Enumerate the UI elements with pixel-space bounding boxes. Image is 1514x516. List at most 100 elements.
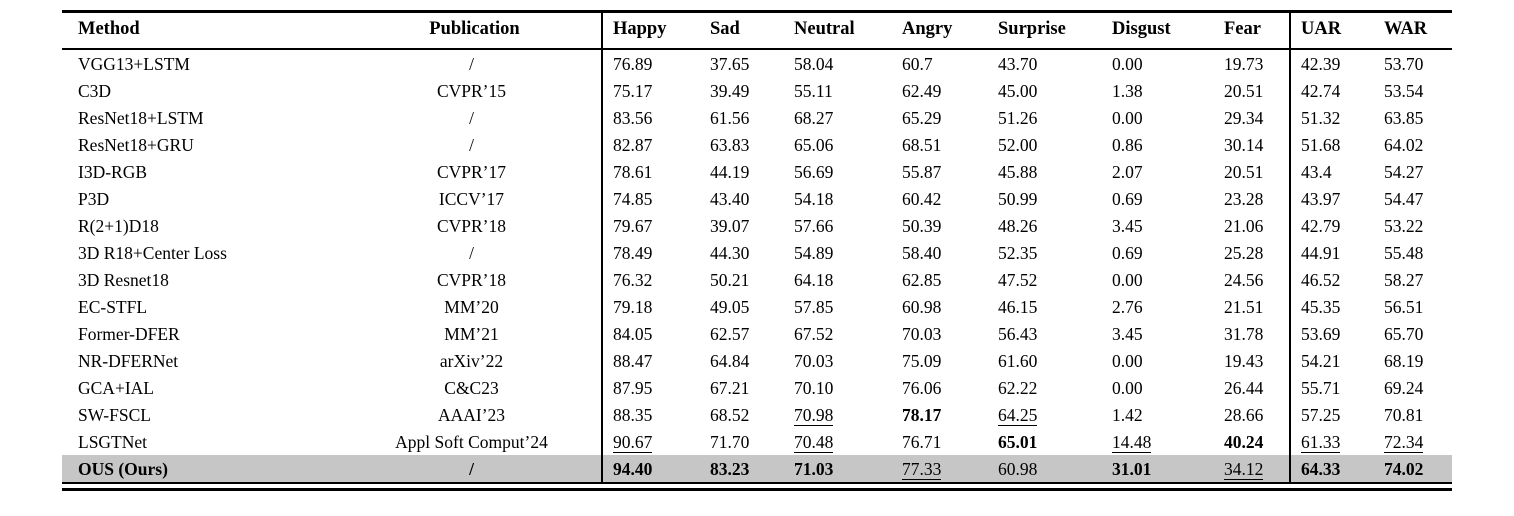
value-text: 19.43 bbox=[1224, 350, 1264, 371]
value-cell-disgust: 2.76 bbox=[1102, 293, 1214, 320]
publication-cell: CVPR’18 bbox=[436, 269, 507, 290]
value-text: 0.69 bbox=[1112, 242, 1143, 263]
method-cell: VGG13+LSTM bbox=[78, 53, 190, 74]
value-text: 45.88 bbox=[998, 161, 1038, 182]
value-cell-fear: 29.34 bbox=[1214, 104, 1290, 131]
method-cell: GCA+IAL bbox=[78, 377, 154, 398]
value-text: 67.52 bbox=[794, 323, 834, 344]
table-top-rule bbox=[62, 10, 1452, 13]
value-cell-war: 72.34 bbox=[1374, 428, 1452, 455]
table-row: VGG13+LSTM / 76.89 37.65 58.04 60.7 43.70 0.00 1… bbox=[62, 49, 1452, 77]
table-row: GCA+IAL C&C23 87.95 67.21 70.10 76.06 62.22 0.0… bbox=[62, 374, 1452, 401]
value-text: 42.39 bbox=[1301, 53, 1341, 74]
value-text: 75.17 bbox=[613, 80, 653, 101]
value-text: 21.06 bbox=[1224, 215, 1264, 236]
value-cell-sad: 63.83 bbox=[700, 131, 784, 158]
value-text: 79.67 bbox=[613, 215, 653, 236]
value-cell-angry: 77.33 bbox=[892, 455, 988, 484]
value-cell-uar: 42.79 bbox=[1289, 212, 1374, 239]
column-header-uar: UAR bbox=[1289, 13, 1374, 50]
value-text: 75.09 bbox=[902, 350, 942, 371]
value-cell-angry: 62.85 bbox=[892, 266, 988, 293]
value-text: 57.85 bbox=[794, 296, 834, 317]
value-text: 70.03 bbox=[902, 323, 942, 344]
value-cell-happy: 74.85 bbox=[601, 185, 700, 212]
value-text: 56.43 bbox=[998, 323, 1038, 344]
value-cell-war: 56.51 bbox=[1374, 293, 1452, 320]
value-cell-neutral: 70.48 bbox=[784, 428, 892, 455]
value-text: 78.61 bbox=[613, 161, 653, 182]
column-header-angry: Angry bbox=[892, 13, 988, 50]
value-cell-happy: 82.87 bbox=[601, 131, 700, 158]
value-text: 88.47 bbox=[613, 350, 653, 371]
publication-cell: MM’20 bbox=[444, 296, 499, 317]
value-text: 82.87 bbox=[613, 134, 653, 155]
value-text: 0.00 bbox=[1112, 107, 1143, 128]
method-cell: SW-FSCL bbox=[78, 404, 151, 425]
value-text: 0.00 bbox=[1112, 377, 1143, 398]
value-text: 0.00 bbox=[1112, 53, 1143, 74]
value-text: 0.00 bbox=[1112, 350, 1143, 371]
table-row: NR-DFERNet arXiv’22 88.47 64.84 70.03 75.09 61… bbox=[62, 347, 1452, 374]
value-cell-happy: 79.67 bbox=[601, 212, 700, 239]
method-cell: OUS (Ours) bbox=[62, 455, 342, 484]
value-cell-surprise: 60.98 bbox=[988, 455, 1102, 484]
method-cell: I3D-RGB bbox=[78, 161, 148, 182]
value-text: 94.40 bbox=[613, 458, 653, 479]
value-text: 63.83 bbox=[710, 134, 750, 155]
value-cell-neutral: 58.04 bbox=[784, 49, 892, 77]
value-cell-war: 53.22 bbox=[1374, 212, 1452, 239]
method-cell: ResNet18+LSTM bbox=[78, 107, 204, 128]
value-cell-neutral: 57.66 bbox=[784, 212, 892, 239]
value-cell-war: 63.85 bbox=[1374, 104, 1452, 131]
value-cell-happy: 83.56 bbox=[601, 104, 700, 131]
value-text: 48.26 bbox=[998, 215, 1038, 236]
table-row: P3D ICCV’17 74.85 43.40 54.18 60.42 50.99 0.69 2… bbox=[62, 185, 1452, 212]
value-cell-surprise: 51.26 bbox=[988, 104, 1102, 131]
column-header-sad: Sad bbox=[700, 13, 784, 50]
value-cell-happy: 78.49 bbox=[601, 239, 700, 266]
value-cell-disgust: 0.00 bbox=[1102, 104, 1214, 131]
value-text: 29.34 bbox=[1224, 107, 1264, 128]
value-cell-war: 54.27 bbox=[1374, 158, 1452, 185]
value-cell-uar: 53.69 bbox=[1289, 320, 1374, 347]
value-cell-uar: 51.32 bbox=[1289, 104, 1374, 131]
value-cell-disgust: 1.42 bbox=[1102, 401, 1214, 428]
value-text: 58.04 bbox=[794, 53, 834, 74]
value-cell-angry: 70.03 bbox=[892, 320, 988, 347]
value-cell-happy: 76.89 bbox=[601, 49, 700, 77]
value-text: 64.02 bbox=[1384, 134, 1424, 155]
value-cell-sad: 43.40 bbox=[700, 185, 784, 212]
value-cell-sad: 37.65 bbox=[700, 49, 784, 77]
value-text: 56.69 bbox=[794, 161, 834, 182]
table-row: LSGTNet Appl Soft Comput’24 90.67 71.70 70.4… bbox=[62, 428, 1452, 455]
value-text: 65.06 bbox=[794, 134, 834, 155]
value-text: 20.51 bbox=[1224, 80, 1264, 101]
value-cell-neutral: 54.89 bbox=[784, 239, 892, 266]
value-cell-disgust: 3.45 bbox=[1102, 320, 1214, 347]
value-text: 55.71 bbox=[1301, 377, 1341, 398]
value-cell-disgust: 0.86 bbox=[1102, 131, 1214, 158]
value-text: 70.10 bbox=[794, 377, 834, 398]
value-text: 64.84 bbox=[710, 350, 750, 371]
value-cell-surprise: 48.26 bbox=[988, 212, 1102, 239]
value-text: 43.70 bbox=[998, 53, 1038, 74]
value-cell-angry: 78.17 bbox=[892, 401, 988, 428]
value-text: 45.00 bbox=[998, 80, 1038, 101]
value-cell-war: 65.70 bbox=[1374, 320, 1452, 347]
value-text: 37.65 bbox=[710, 53, 750, 74]
value-cell-fear: 19.43 bbox=[1214, 347, 1290, 374]
value-cell-sad: 83.23 bbox=[700, 455, 784, 484]
value-text: 54.21 bbox=[1301, 350, 1341, 371]
value-text: 3.45 bbox=[1112, 215, 1143, 236]
value-text: 67.21 bbox=[710, 377, 750, 398]
value-cell-happy: 76.32 bbox=[601, 266, 700, 293]
value-text: 74.85 bbox=[613, 188, 653, 209]
value-text: 83.23 bbox=[710, 458, 750, 479]
value-cell-surprise: 47.52 bbox=[988, 266, 1102, 293]
value-text: 43.4 bbox=[1301, 161, 1332, 182]
publication-cell: MM’21 bbox=[444, 323, 499, 344]
value-cell-sad: 44.19 bbox=[700, 158, 784, 185]
value-text: 84.05 bbox=[613, 323, 653, 344]
value-cell-uar: 51.68 bbox=[1289, 131, 1374, 158]
